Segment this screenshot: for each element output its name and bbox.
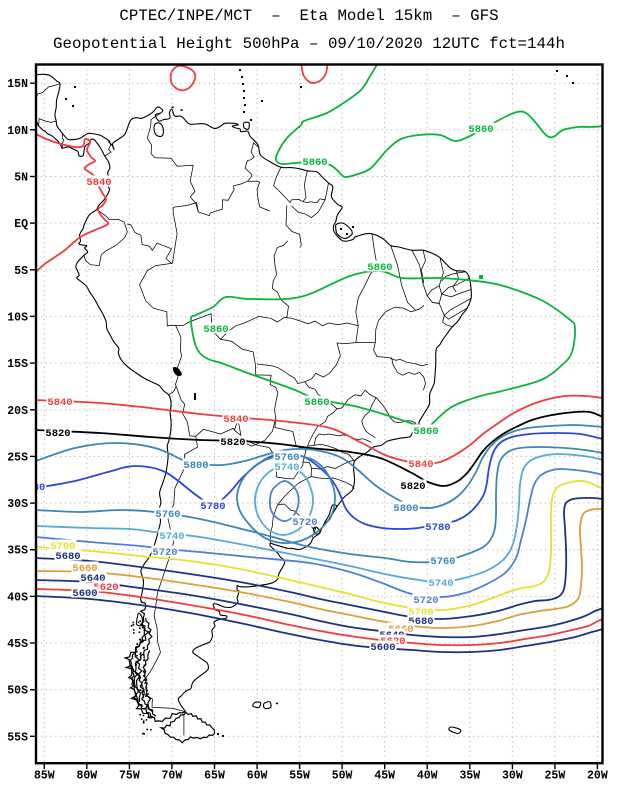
svg-text:5680: 5680 (408, 616, 433, 628)
svg-text:5720: 5720 (413, 595, 438, 607)
svg-text:5720: 5720 (292, 517, 317, 529)
svg-text:85W: 85W (34, 770, 55, 783)
svg-text:15S: 15S (7, 358, 28, 371)
svg-text:5860: 5860 (468, 124, 493, 136)
svg-text:5600: 5600 (370, 642, 395, 654)
svg-text:20S: 20S (7, 405, 28, 418)
svg-text:5860: 5860 (203, 324, 228, 336)
svg-text:5860: 5860 (302, 157, 327, 169)
svg-text:35S: 35S (7, 545, 28, 558)
svg-text:5860: 5860 (413, 426, 438, 438)
svg-text:5840: 5840 (223, 414, 248, 426)
svg-text:50W: 50W (332, 770, 353, 783)
svg-text:EQ: EQ (14, 218, 28, 231)
svg-text:55S: 55S (7, 731, 28, 744)
svg-text:65W: 65W (204, 770, 225, 783)
svg-text:45W: 45W (374, 770, 395, 783)
svg-text:20W: 20W (587, 770, 608, 783)
svg-text:30W: 30W (502, 770, 523, 783)
svg-text:40S: 40S (7, 591, 28, 604)
svg-text:60W: 60W (247, 770, 268, 783)
svg-text:CPTEC/INPE/MCT – Eta Model 1: CPTEC/INPE/MCT – Eta Model 15km – GFS (119, 7, 498, 25)
svg-text:5720: 5720 (152, 547, 177, 559)
svg-text:5760: 5760 (430, 556, 455, 568)
svg-text:5680: 5680 (55, 551, 80, 563)
svg-text:5820: 5820 (400, 481, 425, 493)
svg-text:5600: 5600 (72, 588, 97, 600)
svg-text:25W: 25W (545, 770, 566, 783)
svg-text:25S: 25S (7, 451, 28, 464)
svg-text:5820: 5820 (45, 428, 70, 440)
svg-text:5800: 5800 (183, 460, 208, 472)
svg-text:80: 80 (33, 482, 46, 494)
svg-text:30S: 30S (7, 498, 28, 511)
svg-text:5740: 5740 (274, 462, 299, 474)
svg-text:5820: 5820 (220, 437, 245, 449)
svg-text:5840: 5840 (408, 459, 433, 471)
svg-text:5860: 5860 (304, 397, 329, 409)
svg-text:35W: 35W (459, 770, 480, 783)
svg-text:5740: 5740 (159, 531, 184, 543)
svg-text:5N: 5N (14, 172, 28, 185)
svg-text:5860: 5860 (367, 262, 392, 274)
svg-text:55W: 55W (289, 770, 310, 783)
svg-text:70W: 70W (162, 770, 183, 783)
svg-text:5620: 5620 (93, 582, 118, 594)
svg-text:10S: 10S (7, 311, 28, 324)
svg-text:5780: 5780 (425, 522, 450, 534)
svg-text:10N: 10N (7, 125, 28, 138)
svg-text:5780: 5780 (200, 501, 225, 513)
svg-text:40W: 40W (417, 770, 438, 783)
svg-text:15N: 15N (7, 78, 28, 91)
svg-text:45S: 45S (7, 638, 28, 651)
svg-text:75W: 75W (119, 770, 140, 783)
svg-text:5840: 5840 (86, 177, 111, 189)
svg-text:Geopotential Height 500hPa – 0: Geopotential Height 500hPa – 09/10/2020 … (53, 35, 565, 53)
svg-text:80W: 80W (76, 770, 97, 783)
svg-text:5800: 5800 (393, 503, 418, 515)
svg-text:5760: 5760 (155, 509, 180, 521)
svg-text:50S: 50S (7, 685, 28, 698)
svg-text:5740: 5740 (428, 578, 453, 590)
svg-text:5S: 5S (14, 265, 28, 278)
svg-text:5840: 5840 (47, 397, 72, 409)
